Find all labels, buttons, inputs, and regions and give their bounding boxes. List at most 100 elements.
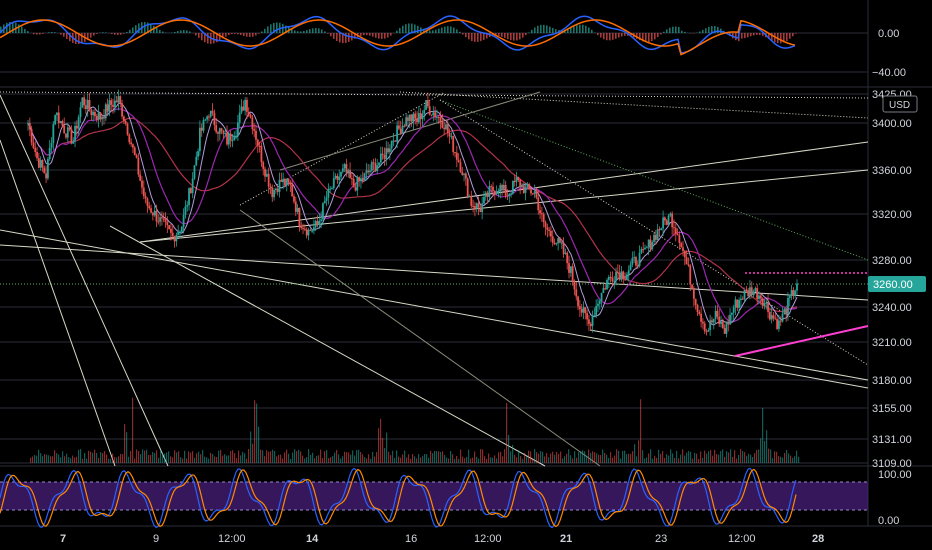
- candle-body: [618, 272, 621, 280]
- candle-body: [385, 148, 388, 159]
- time-tick-label: 9: [153, 533, 159, 545]
- candle-body: [331, 188, 333, 190]
- volume-bar: [110, 458, 112, 463]
- macd-histogram-bar: [705, 28, 707, 33]
- candle-body: [68, 127, 71, 130]
- candle-body: [28, 123, 31, 130]
- candle-body: [564, 252, 567, 254]
- stoch-tick-label: 100.00: [878, 469, 912, 481]
- volume-bar: [420, 457, 422, 463]
- macd-histogram-bar: [597, 33, 599, 36]
- candle-body: [269, 186, 272, 188]
- candle-body: [289, 182, 292, 185]
- volume-bar: [772, 458, 774, 463]
- volume-bar: [322, 458, 324, 463]
- volume-bar: [212, 454, 214, 463]
- candle-body: [171, 232, 174, 237]
- candle-body: [291, 184, 294, 197]
- macd-histogram-bar: [474, 33, 476, 42]
- volume-bar: [130, 451, 132, 463]
- candle-body: [258, 145, 261, 147]
- candle-body: [700, 314, 703, 322]
- macd-histogram-bar: [768, 33, 770, 39]
- candle-body: [597, 303, 599, 307]
- candle-body: [519, 180, 522, 188]
- candle-body: [338, 176, 341, 180]
- volume-bar: [124, 424, 126, 463]
- volume-bar: [46, 454, 48, 463]
- candle-body: [644, 247, 646, 250]
- macd-histogram-bar: [78, 33, 80, 45]
- price-tick-label: 3131.00: [872, 434, 912, 446]
- candle-body: [734, 299, 737, 308]
- volume-bar: [336, 449, 338, 463]
- volume-bar: [276, 456, 278, 463]
- macd-histogram-bar: [750, 33, 752, 37]
- macd-histogram-bar: [96, 33, 98, 34]
- volume-bar: [138, 451, 140, 463]
- candle-body: [446, 124, 449, 134]
- volume-bar: [240, 455, 242, 463]
- volume-bar: [492, 457, 494, 463]
- candle-body: [687, 264, 690, 266]
- trendline: [0, 244, 869, 301]
- macd-histogram-bar: [54, 32, 56, 33]
- volume-bar: [782, 457, 784, 463]
- macd-pane: [0, 15, 797, 56]
- volume-bar: [82, 458, 84, 463]
- macd-histogram-bar: [747, 33, 749, 38]
- volume-bar: [698, 458, 700, 463]
- macd-histogram-bar: [12, 21, 14, 33]
- candle-body: [475, 203, 478, 209]
- candle-body: [591, 315, 594, 327]
- macd-histogram-bar: [678, 26, 680, 33]
- volume-bar: [792, 457, 794, 463]
- time-tick-label: 12:00: [474, 533, 502, 545]
- volume-bar: [172, 457, 174, 463]
- macd-histogram-bar: [234, 33, 236, 34]
- volume-bar: [168, 451, 170, 463]
- candle-body: [66, 127, 69, 138]
- volume-bar: [294, 449, 296, 463]
- volume-bar: [242, 451, 244, 463]
- candle-body: [474, 206, 476, 209]
- candle-body: [654, 234, 657, 240]
- candle-body: [363, 173, 366, 181]
- volume-bar: [362, 454, 364, 463]
- candle-body: [562, 242, 565, 254]
- macd-histogram-bar: [762, 33, 764, 36]
- volume-bar: [346, 452, 348, 463]
- macd-histogram-bar: [612, 33, 614, 40]
- volume-bar: [652, 458, 654, 463]
- macd-histogram-bar: [432, 30, 434, 33]
- volume-bar: [302, 455, 304, 463]
- macd-histogram-bar: [102, 32, 104, 33]
- trendline: [109, 225, 546, 467]
- candle-body: [206, 116, 209, 120]
- trendlines[interactable]: [0, 91, 869, 467]
- currency-badge[interactable]: [882, 95, 918, 113]
- volume-bar: [440, 451, 442, 463]
- volume-bar: [564, 456, 566, 463]
- volume-bar: [264, 456, 266, 463]
- macd-histogram-bar: [195, 33, 197, 36]
- macd-histogram-bar: [219, 33, 221, 41]
- volume-bar: [280, 454, 282, 463]
- volume-bar: [256, 403, 258, 463]
- volume-bars: [30, 397, 800, 463]
- candle-body: [303, 228, 306, 230]
- volume-bar: [432, 453, 434, 463]
- volume-bar: [54, 450, 56, 463]
- candle-body: [754, 288, 757, 292]
- macd-histogram-bar: [741, 33, 743, 39]
- candle-body: [586, 313, 589, 320]
- macd-histogram-bar: [303, 30, 305, 33]
- candle-body: [52, 124, 55, 144]
- candle-body: [790, 290, 793, 297]
- candle-body: [150, 208, 152, 213]
- volume-bar: [104, 451, 106, 463]
- candle-body: [539, 210, 541, 214]
- volume-bar: [664, 457, 666, 463]
- volume-bar: [668, 455, 670, 463]
